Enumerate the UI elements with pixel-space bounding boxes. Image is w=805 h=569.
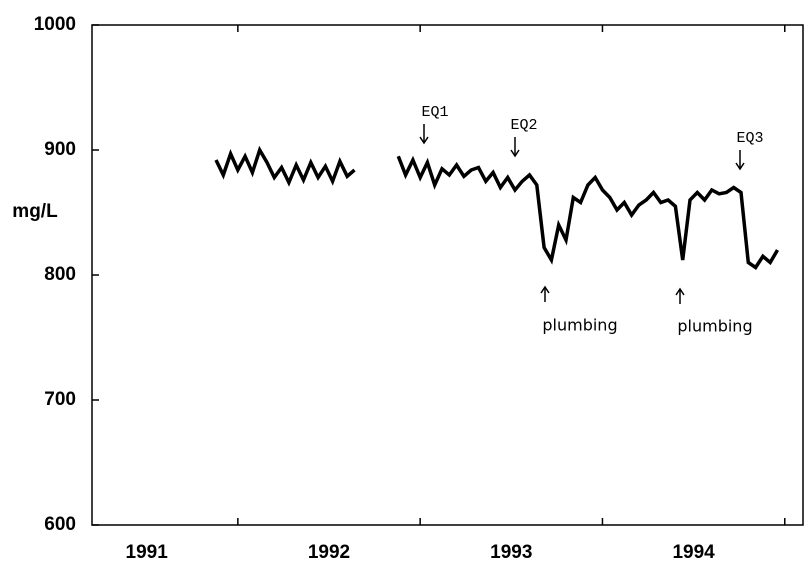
y-tick-label: 600 (44, 514, 76, 535)
y-tick-label: 900 (44, 139, 76, 160)
y-tick-label: 700 (44, 389, 76, 410)
y-tick-label: 1000 (34, 14, 76, 35)
annotation: EQ2 (510, 117, 537, 134)
annotation: EQ3 (736, 130, 763, 147)
plot-frame (91, 24, 804, 526)
x-tick-label: 1992 (308, 542, 350, 563)
data-line (214, 145, 780, 270)
annotation: plumbing (677, 317, 752, 336)
y-tick-label: 800 (44, 264, 76, 285)
y-axis-label: mg/L (12, 201, 58, 222)
x-tick-label: 1993 (490, 542, 532, 563)
annotation: EQ1 (421, 104, 448, 121)
annotation-arrows (419, 124, 745, 304)
x-tick-label: 1994 (672, 542, 715, 563)
annotation: plumbing (542, 316, 617, 335)
x-tick-label: 1991 (126, 542, 169, 563)
